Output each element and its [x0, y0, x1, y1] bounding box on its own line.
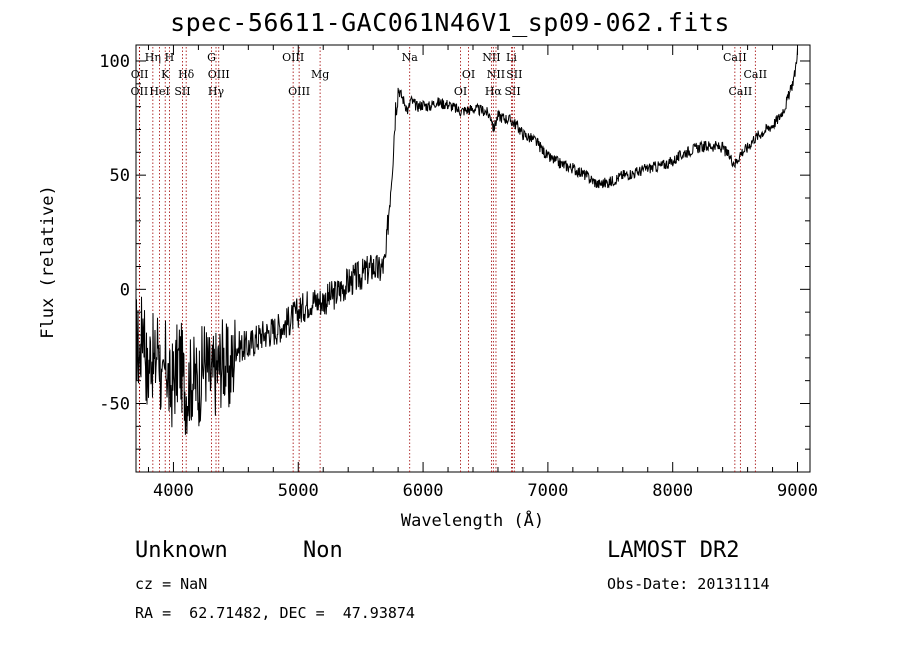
x-tick-label: 9000: [777, 481, 818, 501]
spectral-line-label: HeI: [149, 85, 169, 98]
spectral-line-label: OIII: [282, 51, 304, 64]
spectral-line-label: H: [165, 51, 175, 64]
survey-name: LAMOST DR2: [607, 538, 740, 563]
spectrum-line: [135, 47, 798, 435]
x-tick-label: 7000: [527, 481, 568, 501]
spectral-line-label: SII: [506, 68, 522, 81]
spectral-line-label: OIII: [288, 85, 310, 98]
spectral-line-label: Mg: [311, 68, 329, 81]
spectral-line-label: Hγ: [208, 85, 225, 98]
x-axis-label: Wavelength (Å): [400, 511, 545, 531]
x-tick-label: 5000: [278, 481, 319, 501]
spectral-line-label: Li: [506, 51, 517, 64]
object-subclass: Non: [303, 538, 343, 563]
x-tick-label: 6000: [403, 481, 444, 501]
spectral-line-label: SII: [174, 85, 190, 98]
object-class: Unknown: [135, 538, 228, 563]
y-tick-label: 100: [99, 52, 130, 72]
spectral-line-label: OI: [454, 85, 467, 98]
spectral-line-label: SII: [504, 85, 520, 98]
ra-dec-coordinates: RA = 62.71482, DEC = 47.93874: [135, 604, 415, 622]
spectral-line-label: OII: [131, 68, 149, 81]
spectral-line-label: Hη: [145, 51, 161, 64]
spectral-line-label: Hδ: [178, 68, 195, 81]
spectral-line-label: OIII: [208, 68, 230, 81]
spectral-line-label: G: [207, 51, 216, 64]
spectral-line-label: Na: [402, 51, 419, 64]
spectral-line-label: OII: [131, 85, 149, 98]
spectral-line-label: NII: [482, 51, 500, 64]
spectral-line-label: K: [161, 68, 170, 81]
spectral-line-label: OI: [462, 68, 475, 81]
spectral-line-label: CaII: [743, 68, 767, 81]
observation-date: Obs-Date: 20131114: [607, 575, 770, 593]
spectral-line-label: CaII: [723, 51, 747, 64]
x-tick-label: 8000: [652, 481, 693, 501]
y-tick-label: -50: [99, 394, 130, 414]
chart-title: spec-56611-GAC061N46V1_sp09-062.fits: [170, 8, 730, 37]
spectral-line-label: NII: [487, 68, 505, 81]
y-tick-label: 50: [110, 166, 130, 186]
spectral-line-label: Hα: [485, 85, 503, 98]
x-tick-label: 4000: [153, 481, 194, 501]
y-tick-label: 0: [120, 280, 130, 300]
y-axis-label: Flux (relative): [38, 185, 58, 339]
spectral-line-label: CaII: [729, 85, 753, 98]
redshift-value: cz = NaN: [135, 575, 208, 593]
